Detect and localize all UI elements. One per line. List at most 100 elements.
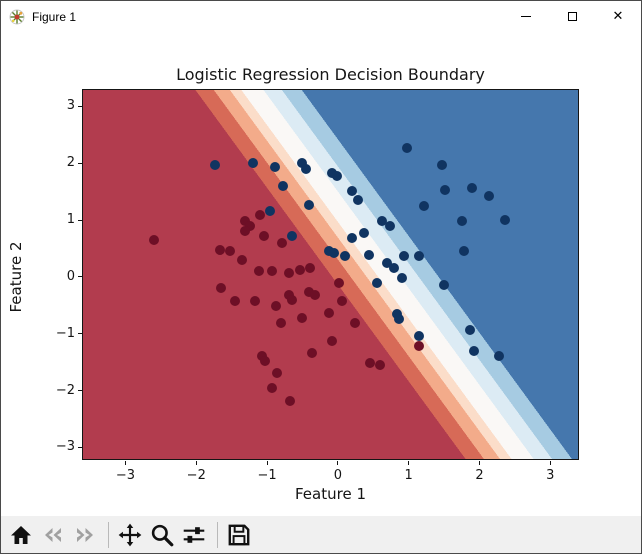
scatter-point-class-0-red <box>236 254 247 265</box>
scatter-point-class-1-blue <box>468 345 479 356</box>
scatter-point-class-1-blue <box>247 158 258 169</box>
scatter-point-class-1-blue <box>264 206 275 216</box>
x-tick-mark <box>408 461 410 465</box>
y-tick-label: 3 <box>66 98 75 114</box>
scatter-point-class-1-blue <box>394 313 405 324</box>
scatter-point-class-0-red <box>323 307 334 318</box>
pan-icon <box>118 523 142 546</box>
scatter-point-class-1-blue <box>301 163 311 174</box>
scatter-point-class-0-red <box>284 289 295 300</box>
scatter-point-class-1-blue <box>332 170 343 181</box>
scatter-point-class-0-red <box>276 317 287 328</box>
scatter-point-class-0-red <box>333 278 344 289</box>
scatter-point-class-1-blue <box>493 350 504 361</box>
scatter-point-class-0-red <box>374 359 385 370</box>
y-tick-label: 0 <box>66 268 75 284</box>
maximize-icon <box>567 12 577 21</box>
scatter-point-class-0-red <box>337 295 348 306</box>
y-tick-mark <box>78 446 82 448</box>
x-tick-label: 0 <box>333 468 342 483</box>
pan-button[interactable] <box>115 520 145 550</box>
x-tick-mark <box>478 461 480 465</box>
scatter-point-class-0-red <box>310 290 321 301</box>
scatter-point-class-0-red <box>225 245 236 256</box>
x-tick-label: 2 <box>475 468 484 483</box>
close-button[interactable]: ✕ <box>595 1 641 32</box>
y-axis-label: Feature 2 <box>7 241 25 313</box>
floppy-disk-icon <box>228 524 250 545</box>
scatter-point-class-0-red <box>303 286 314 297</box>
y-tick-mark <box>78 390 82 392</box>
minimize-button[interactable] <box>503 1 549 32</box>
x-tick-mark <box>195 461 197 465</box>
scatter-point-class-0-red <box>267 265 278 276</box>
scatter-point-class-1-blue <box>359 228 370 239</box>
maximize-button[interactable] <box>549 1 595 32</box>
x-tick-mark <box>337 461 339 465</box>
x-tick-mark <box>266 461 268 465</box>
y-tick-mark <box>78 105 82 107</box>
x-tick-label: −1 <box>257 468 277 483</box>
sliders-icon <box>183 526 205 543</box>
scatter-point-class-0-red <box>306 348 317 359</box>
scatter-point-class-0-red <box>271 367 282 378</box>
scatter-point-class-0-red <box>286 294 297 305</box>
scatter-point-class-0-red <box>270 300 281 311</box>
back-button[interactable] <box>38 520 68 550</box>
scatter-point-class-1-blue <box>364 249 375 260</box>
scatter-point-class-0-red <box>295 265 306 276</box>
scatter-point-class-0-red <box>253 265 264 276</box>
x-tick-label: 3 <box>546 468 555 483</box>
scatter-point-class-0-red <box>245 220 256 231</box>
scatter-point-class-1-blue <box>269 161 280 172</box>
scatter-point-class-1-blue <box>456 215 467 226</box>
y-tick-label: −3 <box>55 439 75 455</box>
x-tick-mark <box>124 461 126 465</box>
scatter-point-class-1-blue <box>418 200 429 211</box>
back-arrow-icon <box>45 527 61 542</box>
save-button[interactable] <box>224 520 254 550</box>
scatter-point-class-1-blue <box>436 159 447 170</box>
scatter-point-class-0-red <box>284 267 295 278</box>
scatter-point-class-0-red <box>254 209 265 220</box>
scatter-point-class-1-blue <box>353 194 364 205</box>
home-icon <box>11 525 31 544</box>
y-tick-label: −1 <box>55 325 75 341</box>
scatter-point-class-1-blue <box>396 273 407 284</box>
scatter-point-class-0-red <box>296 312 307 323</box>
y-tick-label: 1 <box>66 212 75 228</box>
scatter-point-class-0-red <box>240 215 251 226</box>
y-tick-mark <box>78 276 82 278</box>
y-tick-mark <box>78 162 82 164</box>
scatter-point-class-0-red <box>230 295 241 306</box>
configure-subplots-button[interactable] <box>179 520 209 550</box>
scatter-point-class-0-red <box>258 231 269 241</box>
close-icon: ✕ <box>612 9 624 24</box>
decision-boundary-contour <box>83 90 578 459</box>
scatter-point-class-1-blue <box>398 250 409 261</box>
forward-arrow-icon <box>77 527 93 542</box>
scatter-point-class-1-blue <box>339 250 350 261</box>
x-tick-label: −2 <box>186 468 206 483</box>
titlebar[interactable]: Figure 1 ✕ <box>1 1 641 32</box>
scatter-point-class-1-blue <box>297 158 308 169</box>
scatter-point-class-1-blue <box>384 220 395 231</box>
navigation-toolbar <box>1 516 641 553</box>
scatter-point-class-1-blue <box>439 279 450 290</box>
plot-area[interactable]: −3 −2 −1 0 1 2 3 3 2 1 0 −1 −2 −3 <box>56 89 579 483</box>
figure-canvas[interactable]: Logistic Regression Decision Boundary −3… <box>1 32 641 516</box>
scatter-point-class-1-blue <box>328 248 339 259</box>
forward-button[interactable] <box>70 520 100 550</box>
scatter-point-class-1-blue <box>376 215 387 226</box>
zoom-button[interactable] <box>147 520 177 550</box>
scatter-point-class-0-red <box>327 336 338 347</box>
scatter-point-class-1-blue <box>209 159 220 170</box>
y-tick-label: 2 <box>66 155 75 171</box>
x-axis-label: Feature 1 <box>295 485 366 503</box>
home-button[interactable] <box>6 520 36 550</box>
x-tick-mark <box>549 461 551 465</box>
scatter-point-class-1-blue <box>381 257 392 268</box>
scatter-point-class-1-blue <box>483 190 494 201</box>
scatter-point-class-0-red <box>257 350 268 361</box>
